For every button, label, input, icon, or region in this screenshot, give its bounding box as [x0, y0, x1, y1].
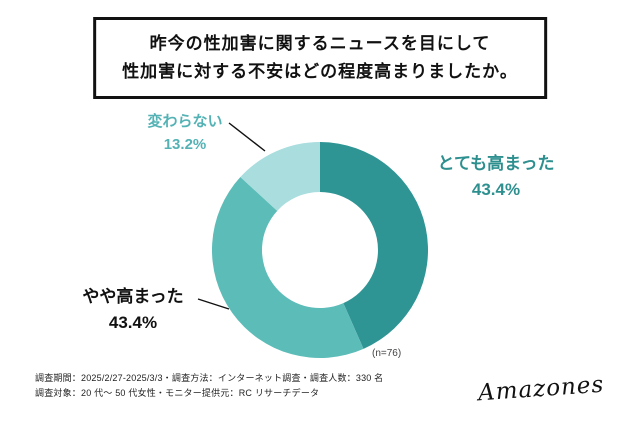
donut-segment-totemo-takamatta — [320, 142, 429, 349]
donut-segment-yaya-takamatta — [211, 177, 364, 359]
label-yaya-takamatta: やや高まった 43.4% — [62, 284, 204, 335]
title-line-2: 性加害に対する不安はどの程度高まりましたか。 — [122, 62, 518, 82]
label-kawaranai-text: 変わらない — [147, 113, 223, 130]
donut-chart — [211, 142, 429, 359]
label-yaya-pct: 43.4% — [108, 312, 158, 332]
label-yaya-text: やや高まった — [82, 287, 184, 306]
title-box: 昨今の性加害に関するニュースを目にして 性加害に対する不安はどの程度高まりました… — [93, 17, 547, 100]
sample-size-note: (n=76) — [372, 348, 402, 359]
survey-notes: 調査期間：2025/2/27-2025/3/3・調査方法：インターネット調査・調… — [35, 371, 383, 402]
donut-segment-kawaranai — [240, 142, 320, 211]
label-kawaranai-pct: 13.2% — [163, 136, 207, 154]
survey-note-line-2: 調査対象：20 代〜 50 代女性・モニター提供元：RC リサーチデータ — [35, 388, 320, 399]
label-kawaranai: 変わらない 13.2% — [118, 110, 252, 157]
survey-note-line-1: 調査期間：2025/2/27-2025/3/3・調査方法：インターネット調査・調… — [35, 373, 384, 383]
label-totemo-takamatta: とても高まった 43.4% — [421, 151, 571, 202]
title-line-1: 昨今の性加害に関するニュースを目にして — [149, 34, 491, 53]
label-totemo-text: とても高まった — [437, 154, 555, 173]
amazones-logo: Amazones — [476, 371, 605, 407]
label-totemo-pct: 43.4% — [471, 179, 521, 199]
